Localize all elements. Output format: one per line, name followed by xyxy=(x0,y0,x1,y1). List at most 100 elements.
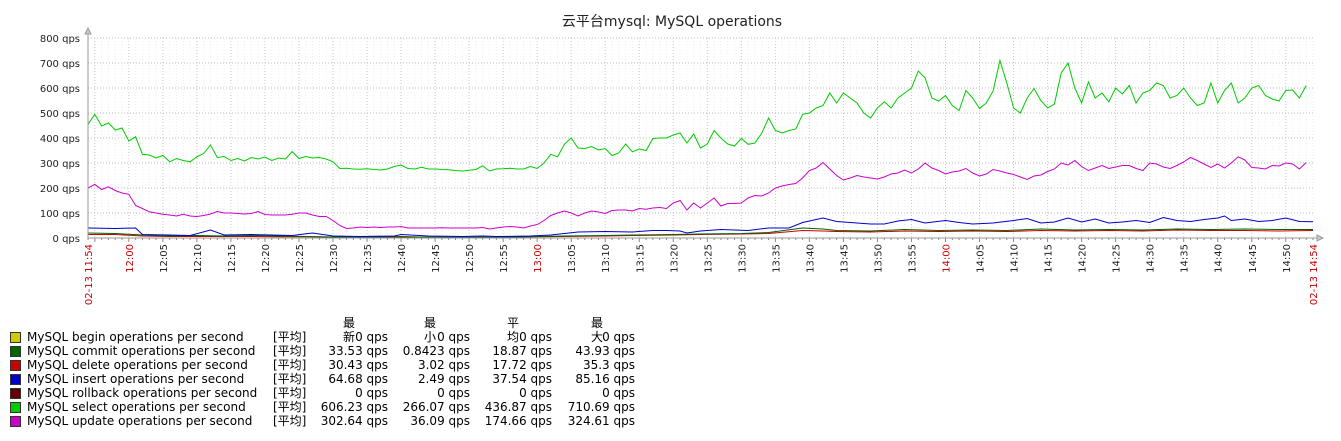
x-tick-label: 14:30 xyxy=(1146,244,1157,273)
x-tick-label: 13:05 xyxy=(567,244,578,273)
x-tick-label: 13:45 xyxy=(839,244,850,273)
x-tick-label: 12:20 xyxy=(261,244,272,273)
x-tick-label: 13:25 xyxy=(703,244,714,273)
legend-row: MySQL insert operations per second [平均] 64… xyxy=(10,372,650,386)
legend-value-last: 606.23 qps xyxy=(320,400,388,414)
y-tick-label: 400 qps xyxy=(40,134,80,145)
legend-value-last: 0 qps xyxy=(355,386,388,400)
legend-header-last: 最新 xyxy=(343,316,356,344)
series-line xyxy=(87,215,1314,238)
x-tick-label: 12:30 xyxy=(329,244,340,273)
legend-value-max: 35.3 qps xyxy=(582,358,635,372)
x-tick-label: 14:35 xyxy=(1180,244,1191,273)
x-tick-label: 13:15 xyxy=(635,244,646,273)
x-tick-label: 14:25 xyxy=(1112,244,1123,273)
x-tick-label: 12:35 xyxy=(363,244,374,273)
x-tick-label: 14:05 xyxy=(976,244,987,273)
x-tick-label: 12:50 xyxy=(465,244,476,273)
series-line xyxy=(87,156,1307,230)
legend-value-last: 30.43 qps xyxy=(328,358,388,372)
legend-row: MySQL delete operations per second [平均] 30… xyxy=(10,358,650,372)
chart-title: 云平台mysql: MySQL operations xyxy=(562,14,782,30)
legend-value-avg: 174.66 qps xyxy=(484,414,552,428)
x-tick-label: 13:20 xyxy=(669,244,680,273)
legend-value-avg: 436.87 qps xyxy=(484,400,552,414)
x-tick-label: 14:20 xyxy=(1078,244,1089,273)
x-tick-label: 12:15 xyxy=(227,244,238,273)
legend-value-max: 710.69 qps xyxy=(567,400,635,414)
legend-value-avg: 17.72 qps xyxy=(492,358,552,372)
legend-value-last: 302.64 qps xyxy=(320,414,388,428)
legend-row: MySQL commit operations per second [平均] 33… xyxy=(10,344,650,358)
legend-function: [平均] xyxy=(273,400,307,414)
legend-value-last: 0 qps xyxy=(355,330,388,344)
y-tick-label: 200 qps xyxy=(40,184,80,195)
legend-function: [平均] xyxy=(273,330,307,344)
legend-series-name: MySQL insert operations per second xyxy=(27,372,245,386)
grid xyxy=(87,37,1314,238)
legend-function: [平均] xyxy=(273,414,307,428)
legend-function: [平均] xyxy=(273,344,307,358)
legend-value-avg: 18.87 qps xyxy=(492,344,552,358)
legend-swatch xyxy=(10,346,21,357)
legend-row: MySQL select operations per second [平均] 60… xyxy=(10,400,650,414)
x-tick-label: 14:50 xyxy=(1282,244,1293,273)
legend-value-avg: 37.54 qps xyxy=(492,372,552,386)
legend-header-min: 最小 xyxy=(424,316,437,344)
y-tick-label: 0 qps xyxy=(53,234,80,245)
legend-row: MySQL update operations per second [平均] 30… xyxy=(10,414,650,428)
legend-function: [平均] xyxy=(273,386,307,400)
x-tick-label: 12:55 xyxy=(499,244,510,273)
chart: 云平台mysql: MySQL operations 0 qps 100 qps 2… xyxy=(40,14,1325,305)
x-tick-label: 13:35 xyxy=(771,244,782,273)
x-axis-arrow xyxy=(1316,234,1325,242)
y-tick-label: 700 qps xyxy=(40,59,80,70)
y-tick-label: 300 qps xyxy=(40,159,80,170)
y-tick-label: 600 qps xyxy=(40,84,80,95)
legend-value-max: 85.16 qps xyxy=(575,372,635,386)
y-tick-label: 100 qps xyxy=(40,209,80,220)
y-tick-label: 800 qps xyxy=(40,34,80,45)
legend-series-name: MySQL rollback operations per second xyxy=(27,386,258,400)
legend-value-max: 0 qps xyxy=(602,330,635,344)
legend-value-min: 0.8423 qps xyxy=(402,344,470,358)
legend-value-max: 43.93 qps xyxy=(575,344,635,358)
x-tick-label: 13:40 xyxy=(805,244,816,273)
x-tick-label: 13:55 xyxy=(907,244,918,273)
legend-value-min: 3.02 qps xyxy=(417,358,470,372)
legend-swatch xyxy=(10,402,21,413)
legend-swatch xyxy=(10,360,21,371)
x-tick-label: 14:10 xyxy=(1010,244,1021,273)
legend-swatch xyxy=(10,332,21,343)
x-tick-label: 14:45 xyxy=(1248,244,1259,273)
legend-value-avg: 0 qps xyxy=(519,330,552,344)
legend-function: [平均] xyxy=(273,372,307,386)
legend-value-last: 64.68 qps xyxy=(328,372,388,386)
legend-series-name: MySQL delete operations per second xyxy=(27,358,248,372)
legend-series-name: MySQL begin operations per second xyxy=(27,330,244,344)
legend-series-name: MySQL commit operations per second xyxy=(27,344,256,358)
series-line xyxy=(87,58,1307,172)
legend-value-min: 0 qps xyxy=(437,330,470,344)
y-tick-label: 500 qps xyxy=(40,109,80,120)
legend-value-min: 266.07 qps xyxy=(402,400,470,414)
legend-swatch xyxy=(10,374,21,385)
legend-value-min: 0 qps xyxy=(437,386,470,400)
x-end-label: 02-13 14:54 xyxy=(1309,244,1320,305)
legend-value-min: 2.49 qps xyxy=(417,372,470,386)
x-tick-label: 13:00 xyxy=(533,244,544,273)
x-tick-label: 13:50 xyxy=(873,244,884,273)
x-tick-label: 12:25 xyxy=(295,244,306,273)
x-tick-label: 12:05 xyxy=(159,244,170,273)
legend-row: MySQL rollback operations per second [平均]… xyxy=(10,386,650,400)
legend-header-avg: 平均 xyxy=(507,316,520,344)
x-tick-label: 12:45 xyxy=(431,244,442,273)
legend-value-avg: 0 qps xyxy=(519,386,552,400)
legend-swatch xyxy=(10,416,21,427)
legend-series-name: MySQL update operations per second xyxy=(27,414,253,428)
x-tick-label: 14:15 xyxy=(1044,244,1055,273)
legend-row: MySQL begin operations per second [平均] 0 q… xyxy=(10,330,650,344)
legend-function: [平均] xyxy=(273,358,307,372)
legend-series-name: MySQL select operations per second xyxy=(27,400,246,414)
axes: 0 qps 100 qps 200 qps 300 qps 400 qps 500 qps… xyxy=(40,26,1325,305)
